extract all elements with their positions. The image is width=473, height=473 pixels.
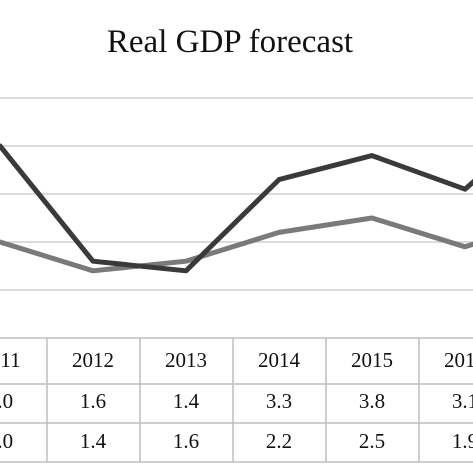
x-tick-label: 2014 xyxy=(258,348,301,372)
series-1-value: 3.3 xyxy=(266,389,292,413)
series-2-line xyxy=(0,215,473,274)
x-tick-label: 2016 xyxy=(444,348,473,372)
series-lines xyxy=(0,143,473,274)
series-2-value: 1.9 xyxy=(452,429,473,453)
series-1-value: 1.6 xyxy=(80,389,106,413)
series-1-value: 1.4 xyxy=(173,389,200,413)
series-2-value: 1.4 xyxy=(80,429,107,453)
series-1-line xyxy=(0,143,473,274)
series-1-value: 3.8 xyxy=(359,389,385,413)
series-2-value: 2.0 xyxy=(0,429,13,453)
series-1-value: 3.0 xyxy=(0,389,13,413)
x-tick-label: 2015 xyxy=(351,348,393,372)
chart-title: Real GDP forecast xyxy=(107,24,353,60)
x-tick-label: 2013 xyxy=(165,348,207,372)
series-2-value: 2.5 xyxy=(359,429,385,453)
x-tick-label: 2012 xyxy=(72,348,114,372)
series-2-value: 1.6 xyxy=(173,429,199,453)
series-2-value: 2.2 xyxy=(266,429,292,453)
series-1-value: 3.1 xyxy=(452,389,473,413)
x-tick-label: 2011 xyxy=(0,348,21,372)
data-table: 2011 2012 2013 2014 2015 2016 3.0 1.6 1.4 3.3 3.8 3… xyxy=(0,337,473,463)
gridlines xyxy=(0,97,473,291)
